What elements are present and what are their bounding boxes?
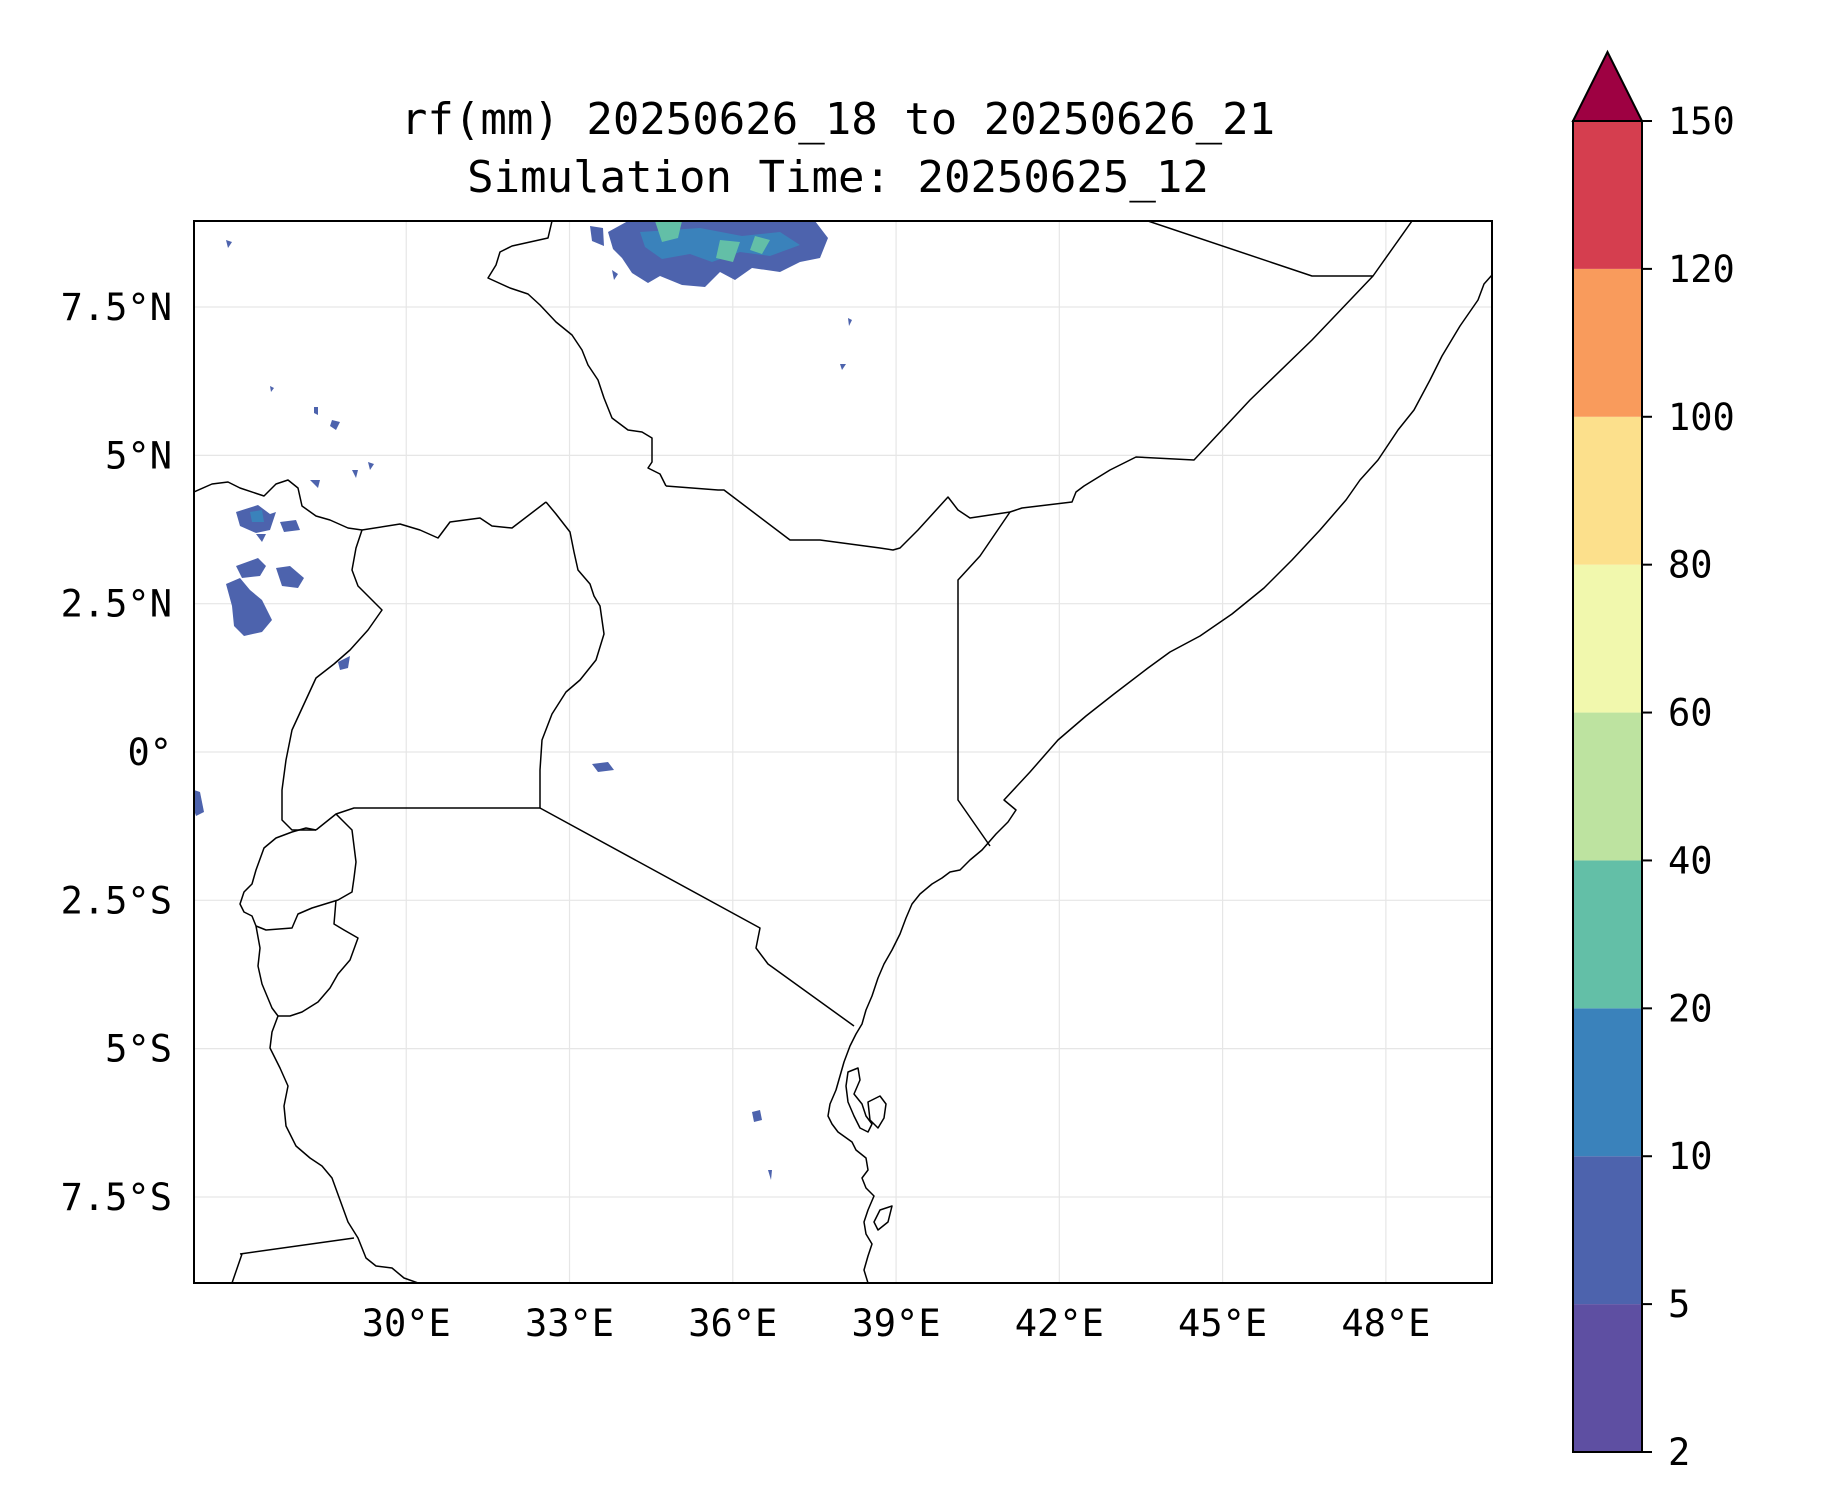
colorbar-label: 40	[1668, 839, 1713, 882]
y-tick-label: 0°	[127, 731, 172, 774]
x-tick-label: 39°E	[852, 1302, 941, 1345]
y-tick-label: 7.5°S	[61, 1176, 172, 1219]
colorbar-bands	[1573, 121, 1642, 1452]
y-axis-ticks: 7.5°N 5°N 2.5°N 0° 2.5°S 5°S 7.5°S	[61, 286, 172, 1219]
rain-patch-kenya	[592, 762, 614, 772]
colorbar-band	[1573, 416, 1642, 565]
y-tick-label: 5°N	[105, 434, 172, 477]
colorbar-extend-triangle	[1571, 49, 1644, 122]
rain-patch-ethiopia-core	[655, 221, 770, 262]
rain-patch-rwenzori	[338, 656, 350, 670]
colorbar-frame	[1572, 120, 1643, 1453]
island-zanzibar	[867, 1095, 887, 1129]
y-tick-label: 7.5°N	[61, 286, 172, 329]
colorbar-label: 80	[1668, 544, 1713, 587]
x-tick-label: 36°E	[688, 1302, 777, 1345]
colorbar-band	[1573, 712, 1642, 861]
island-mafia	[845, 1067, 873, 1133]
border-ethiopia-somalia	[1009, 221, 1413, 513]
x-tick-label: 42°E	[1015, 1302, 1104, 1345]
country-borders	[194, 221, 1492, 1283]
border-ethiopia-west	[487, 221, 667, 487]
border-uganda-west	[281, 529, 383, 831]
x-tick-label: 33°E	[525, 1302, 614, 1345]
y-tick-label: 2.5°N	[61, 583, 172, 626]
y-tick-label: 2.5°S	[61, 879, 172, 922]
border-ethiopia-kenya	[665, 485, 1011, 551]
x-tick-label: 30°E	[362, 1302, 451, 1345]
coast-somalia	[827, 274, 1492, 1283]
colorbar-band	[1573, 121, 1642, 269]
border-south-sudan-west	[194, 479, 363, 531]
rain-patch-drc-b	[226, 578, 272, 636]
border-somaliland	[1147, 221, 1373, 277]
x-tick-label: 45°E	[1178, 1302, 1267, 1345]
border-tanganyika	[255, 925, 419, 1283]
border-kenya-somalia	[957, 511, 1011, 847]
colorbar-band	[1573, 1156, 1642, 1305]
rain-patch-drc-a	[236, 558, 266, 578]
colorbar-band	[1573, 860, 1642, 1009]
border-burundi-tanzania	[278, 899, 359, 1017]
island-south	[873, 1205, 893, 1231]
rain-patch-tanzania	[752, 1110, 772, 1180]
colorbar-label: 120	[1668, 248, 1735, 291]
border-zambia	[231, 1237, 355, 1283]
colorbar-band	[1573, 1008, 1642, 1157]
colorbar-label: 100	[1668, 396, 1735, 439]
colorbar-band	[1573, 564, 1642, 713]
rain-patch-drc-c	[276, 566, 304, 588]
colorbar-labels: 2 5 10 20 40 60 80 100 120 150	[1642, 100, 1735, 1474]
border-uganda-north	[361, 501, 547, 539]
colorbar-label: 2	[1668, 1431, 1690, 1474]
x-axis-ticks: 30°E 33°E 36°E 39°E 42°E 45°E 48°E	[362, 1302, 1431, 1345]
colorbar-band	[1573, 268, 1642, 417]
map-frame	[193, 220, 1493, 1284]
colorbar-label: 20	[1668, 987, 1713, 1030]
colorbar-label: 150	[1668, 100, 1735, 143]
border-uganda	[315, 501, 605, 831]
rain-patch-drc-north-core	[250, 510, 264, 522]
title-line-1: rf(mm) 20250626_18 to 20250626_21	[401, 94, 1275, 145]
x-tick-label: 48°E	[1341, 1302, 1430, 1345]
rain-patch-drc-d	[256, 520, 300, 542]
border-rwanda-burundi	[239, 813, 357, 931]
colorbar-band	[1573, 1304, 1642, 1452]
rain-patch-west-edge	[194, 790, 204, 816]
rain-patch-ethiopia-east	[590, 226, 618, 280]
y-tick-label: 5°S	[105, 1028, 172, 1071]
colorbar-label: 60	[1668, 692, 1713, 735]
border-kenya-tanzania	[539, 807, 855, 1027]
map-panel: 30°E 33°E 36°E 39°E 42°E 45°E 48°E 7.5°N 5°N 2.5…	[61, 220, 1493, 1345]
title-line-2: Simulation Time: 20250625_12	[467, 152, 1209, 203]
colorbar-label: 5	[1668, 1283, 1690, 1326]
colorbar-label: 10	[1668, 1135, 1713, 1178]
colorbar: 2 5 10 20 40 60 80 100 120 150	[1571, 49, 1735, 1474]
rain-field	[194, 221, 852, 1180]
gridlines	[194, 221, 1492, 1283]
